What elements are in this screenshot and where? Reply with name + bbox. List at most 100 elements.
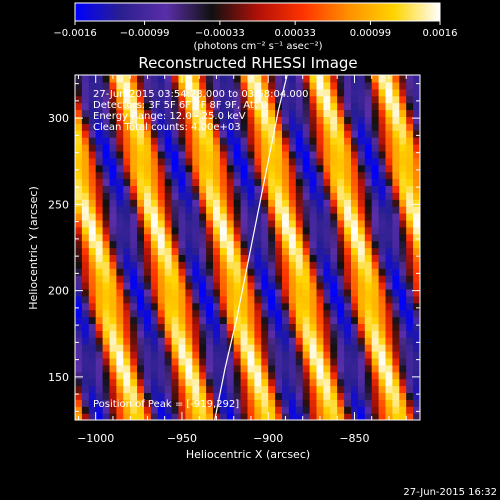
heatmap-cell	[192, 288, 200, 297]
heatmap-cell	[275, 261, 283, 269]
heatmap-cell	[157, 116, 166, 124]
heatmap-cell	[392, 288, 400, 297]
heatmap-cell	[123, 413, 131, 420]
heatmap-cell	[351, 364, 359, 373]
heatmap-cell	[288, 192, 297, 200]
heatmap-cell	[199, 247, 207, 255]
heatmap-cell	[171, 316, 180, 324]
x-tick-label: −850	[339, 432, 369, 445]
heatmap-cell	[399, 213, 407, 221]
heatmap-cell	[316, 157, 324, 166]
heatmap-cell	[213, 144, 221, 152]
heatmap-cell	[213, 275, 221, 283]
colorbar-tick-label: 0.00033	[274, 28, 315, 39]
heatmap-cell	[137, 413, 145, 420]
heatmap-cell	[123, 171, 131, 180]
heatmap-cell	[157, 130, 166, 138]
heatmap-cell	[192, 199, 200, 207]
heatmap-cell	[102, 378, 111, 387]
heatmap-cell	[192, 371, 200, 380]
heatmap-cell	[240, 247, 249, 255]
heatmap-cell	[226, 357, 235, 366]
heatmap-cell	[192, 275, 200, 283]
heatmap-cell	[130, 330, 138, 338]
heatmap-cell	[268, 226, 276, 235]
heatmap-cell	[116, 88, 124, 97]
heatmap-cell	[406, 309, 414, 318]
heatmap-cell	[240, 378, 249, 387]
heatmap-cell	[157, 75, 166, 83]
heatmap-cell	[288, 150, 297, 159]
heatmap-cell	[309, 144, 318, 152]
heatmap-cell	[88, 130, 97, 138]
heatmap-cell	[102, 213, 111, 221]
heatmap-cell	[178, 406, 186, 414]
heatmap-cell	[81, 323, 90, 331]
peak-position-label: Position of Peak = [-919,292]	[93, 399, 239, 410]
heatmap-cell	[357, 95, 366, 104]
colorbar-tick-label: −0.00033	[195, 28, 245, 39]
heatmap-cell	[233, 164, 242, 173]
heatmap-cell	[337, 371, 345, 380]
heatmap-cell	[413, 254, 420, 262]
heatmap-cell	[95, 344, 104, 352]
heatmap-cell	[137, 95, 145, 104]
heatmap-cell	[137, 199, 145, 207]
heatmap-cell	[137, 302, 145, 311]
heatmap-cell	[178, 192, 186, 200]
heatmap-cell	[233, 364, 242, 373]
heatmap-cell	[406, 178, 414, 186]
heatmap-cell	[240, 392, 249, 400]
heatmap-cell	[344, 185, 352, 193]
heatmap-cell	[171, 185, 180, 193]
heatmap-cell	[302, 164, 311, 173]
heatmap-cell	[282, 130, 290, 138]
heatmap-cell	[288, 378, 297, 387]
heatmap-cell	[164, 233, 173, 242]
heatmap-cell	[137, 371, 145, 380]
heatmap-cell	[413, 406, 420, 414]
heatmap-cell	[302, 226, 311, 235]
heatmap-cell	[288, 185, 297, 193]
x-tick-label: −950	[167, 432, 197, 445]
heatmap-cell	[137, 192, 145, 200]
heatmap-cell	[247, 226, 255, 235]
heatmap-cell	[268, 406, 276, 414]
heatmap-cell	[102, 330, 111, 338]
heatmap-cell	[226, 130, 235, 138]
heatmap-cell	[288, 102, 297, 111]
heatmap-cell	[164, 226, 173, 235]
heatmap-cell	[337, 88, 345, 97]
heatmap-cell	[247, 171, 255, 180]
heatmap-cell	[254, 254, 262, 262]
heatmap-cell	[81, 144, 90, 152]
heatmap-cell	[185, 385, 193, 393]
heatmap-cell	[337, 392, 345, 400]
heatmap-cell	[364, 233, 373, 242]
heatmap-cell	[337, 302, 345, 311]
heatmap-cell	[392, 192, 400, 200]
heatmap-cell	[102, 75, 111, 83]
heatmap-cell	[254, 392, 262, 400]
heatmap-cell	[247, 178, 255, 186]
heatmap-cell	[378, 261, 387, 269]
heatmap-cell	[75, 206, 83, 214]
heatmap-cell	[116, 275, 124, 283]
heatmap-cell	[150, 130, 159, 138]
heatmap-cell	[282, 150, 290, 159]
heatmap-cell	[302, 206, 311, 214]
heatmap-cell	[102, 88, 111, 97]
heatmap-cell	[199, 282, 207, 290]
heatmap-cell	[337, 116, 345, 124]
heatmap-cell	[357, 413, 366, 420]
heatmap-cell	[351, 275, 359, 283]
heatmap-cell	[130, 364, 138, 373]
heatmap-cell	[357, 226, 366, 235]
heatmap-cell	[309, 109, 318, 117]
heatmap-cell	[164, 337, 173, 345]
heatmap-cell	[254, 88, 262, 97]
heatmap-cell	[185, 102, 193, 111]
heatmap-cell	[254, 385, 262, 393]
heatmap-cell	[344, 123, 352, 131]
